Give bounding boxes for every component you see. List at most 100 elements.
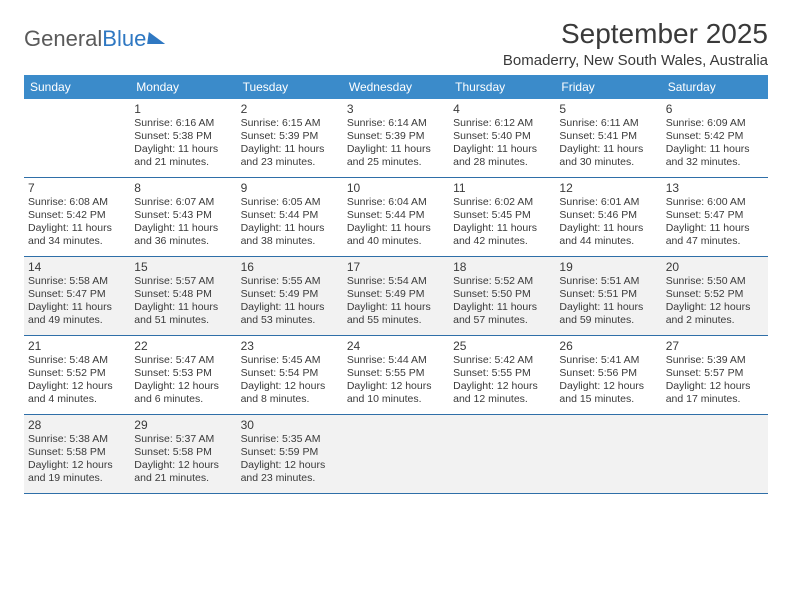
day-info: Sunrise: 5:42 AMSunset: 5:55 PMDaylight:… xyxy=(453,354,551,407)
day-info: Sunrise: 6:11 AMSunset: 5:41 PMDaylight:… xyxy=(559,117,657,170)
logo-word1: General xyxy=(24,26,102,52)
day-info: Sunrise: 5:39 AMSunset: 5:57 PMDaylight:… xyxy=(666,354,764,407)
day-info: Sunrise: 5:55 AMSunset: 5:49 PMDaylight:… xyxy=(241,275,339,328)
day-cell xyxy=(449,415,555,493)
day-number: 6 xyxy=(666,102,764,116)
day-cell: 4Sunrise: 6:12 AMSunset: 5:40 PMDaylight… xyxy=(449,99,555,177)
day-cell: 2Sunrise: 6:15 AMSunset: 5:39 PMDaylight… xyxy=(237,99,343,177)
day-number: 26 xyxy=(559,339,657,353)
day-cell: 18Sunrise: 5:52 AMSunset: 5:50 PMDayligh… xyxy=(449,257,555,335)
dow-cell: Tuesday xyxy=(237,75,343,99)
day-cell: 15Sunrise: 5:57 AMSunset: 5:48 PMDayligh… xyxy=(130,257,236,335)
day-info: Sunrise: 5:54 AMSunset: 5:49 PMDaylight:… xyxy=(347,275,445,328)
day-cell: 27Sunrise: 5:39 AMSunset: 5:57 PMDayligh… xyxy=(662,336,768,414)
week-row: 14Sunrise: 5:58 AMSunset: 5:47 PMDayligh… xyxy=(24,257,768,336)
day-info: Sunrise: 5:48 AMSunset: 5:52 PMDaylight:… xyxy=(28,354,126,407)
day-info: Sunrise: 6:09 AMSunset: 5:42 PMDaylight:… xyxy=(666,117,764,170)
day-number: 25 xyxy=(453,339,551,353)
day-cell: 20Sunrise: 5:50 AMSunset: 5:52 PMDayligh… xyxy=(662,257,768,335)
day-number: 7 xyxy=(28,181,126,195)
day-number: 18 xyxy=(453,260,551,274)
day-number: 12 xyxy=(559,181,657,195)
calendar-page: GeneralBlue September 2025 Bomaderry, Ne… xyxy=(0,0,792,494)
day-cell: 10Sunrise: 6:04 AMSunset: 5:44 PMDayligh… xyxy=(343,178,449,256)
day-cell: 3Sunrise: 6:14 AMSunset: 5:39 PMDaylight… xyxy=(343,99,449,177)
location: Bomaderry, New South Wales, Australia xyxy=(503,52,768,69)
month-title: September 2025 xyxy=(503,18,768,50)
day-number: 1 xyxy=(134,102,232,116)
day-number: 3 xyxy=(347,102,445,116)
week-row: 21Sunrise: 5:48 AMSunset: 5:52 PMDayligh… xyxy=(24,336,768,415)
day-info: Sunrise: 6:02 AMSunset: 5:45 PMDaylight:… xyxy=(453,196,551,249)
logo: GeneralBlue xyxy=(24,18,166,52)
day-number: 30 xyxy=(241,418,339,432)
day-number: 9 xyxy=(241,181,339,195)
day-cell: 11Sunrise: 6:02 AMSunset: 5:45 PMDayligh… xyxy=(449,178,555,256)
day-cell: 19Sunrise: 5:51 AMSunset: 5:51 PMDayligh… xyxy=(555,257,661,335)
day-number: 21 xyxy=(28,339,126,353)
day-info: Sunrise: 6:05 AMSunset: 5:44 PMDaylight:… xyxy=(241,196,339,249)
day-info: Sunrise: 6:01 AMSunset: 5:46 PMDaylight:… xyxy=(559,196,657,249)
day-info: Sunrise: 5:44 AMSunset: 5:55 PMDaylight:… xyxy=(347,354,445,407)
day-info: Sunrise: 5:57 AMSunset: 5:48 PMDaylight:… xyxy=(134,275,232,328)
calendar: SundayMondayTuesdayWednesdayThursdayFrid… xyxy=(24,75,768,494)
day-cell: 13Sunrise: 6:00 AMSunset: 5:47 PMDayligh… xyxy=(662,178,768,256)
day-cell: 25Sunrise: 5:42 AMSunset: 5:55 PMDayligh… xyxy=(449,336,555,414)
day-cell: 17Sunrise: 5:54 AMSunset: 5:49 PMDayligh… xyxy=(343,257,449,335)
day-cell xyxy=(662,415,768,493)
day-info: Sunrise: 6:16 AMSunset: 5:38 PMDaylight:… xyxy=(134,117,232,170)
day-cell: 1Sunrise: 6:16 AMSunset: 5:38 PMDaylight… xyxy=(130,99,236,177)
day-info: Sunrise: 6:14 AMSunset: 5:39 PMDaylight:… xyxy=(347,117,445,170)
day-number: 17 xyxy=(347,260,445,274)
dow-cell: Wednesday xyxy=(343,75,449,99)
day-number: 24 xyxy=(347,339,445,353)
day-info: Sunrise: 6:08 AMSunset: 5:42 PMDaylight:… xyxy=(28,196,126,249)
day-number: 10 xyxy=(347,181,445,195)
day-info: Sunrise: 5:47 AMSunset: 5:53 PMDaylight:… xyxy=(134,354,232,407)
day-info: Sunrise: 5:35 AMSunset: 5:59 PMDaylight:… xyxy=(241,433,339,486)
day-number: 5 xyxy=(559,102,657,116)
day-number: 28 xyxy=(28,418,126,432)
day-info: Sunrise: 5:58 AMSunset: 5:47 PMDaylight:… xyxy=(28,275,126,328)
day-cell: 29Sunrise: 5:37 AMSunset: 5:58 PMDayligh… xyxy=(130,415,236,493)
day-number: 16 xyxy=(241,260,339,274)
day-info: Sunrise: 5:50 AMSunset: 5:52 PMDaylight:… xyxy=(666,275,764,328)
day-cell: 30Sunrise: 5:35 AMSunset: 5:59 PMDayligh… xyxy=(237,415,343,493)
day-number: 15 xyxy=(134,260,232,274)
day-info: Sunrise: 5:52 AMSunset: 5:50 PMDaylight:… xyxy=(453,275,551,328)
day-info: Sunrise: 5:38 AMSunset: 5:58 PMDaylight:… xyxy=(28,433,126,486)
weeks-container: 1Sunrise: 6:16 AMSunset: 5:38 PMDaylight… xyxy=(24,99,768,494)
sail-icon xyxy=(147,32,167,44)
day-info: Sunrise: 6:00 AMSunset: 5:47 PMDaylight:… xyxy=(666,196,764,249)
day-cell xyxy=(343,415,449,493)
day-number: 29 xyxy=(134,418,232,432)
day-number: 2 xyxy=(241,102,339,116)
day-number: 22 xyxy=(134,339,232,353)
title-block: September 2025 Bomaderry, New South Wale… xyxy=(503,18,768,69)
logo-word2: Blue xyxy=(102,26,146,52)
day-info: Sunrise: 6:15 AMSunset: 5:39 PMDaylight:… xyxy=(241,117,339,170)
day-of-week-header: SundayMondayTuesdayWednesdayThursdayFrid… xyxy=(24,75,768,99)
dow-cell: Thursday xyxy=(449,75,555,99)
day-cell: 23Sunrise: 5:45 AMSunset: 5:54 PMDayligh… xyxy=(237,336,343,414)
day-cell: 8Sunrise: 6:07 AMSunset: 5:43 PMDaylight… xyxy=(130,178,236,256)
day-cell: 14Sunrise: 5:58 AMSunset: 5:47 PMDayligh… xyxy=(24,257,130,335)
day-number: 8 xyxy=(134,181,232,195)
day-cell xyxy=(24,99,130,177)
day-cell: 12Sunrise: 6:01 AMSunset: 5:46 PMDayligh… xyxy=(555,178,661,256)
dow-cell: Sunday xyxy=(24,75,130,99)
day-number: 4 xyxy=(453,102,551,116)
dow-cell: Friday xyxy=(555,75,661,99)
day-info: Sunrise: 5:51 AMSunset: 5:51 PMDaylight:… xyxy=(559,275,657,328)
day-info: Sunrise: 6:04 AMSunset: 5:44 PMDaylight:… xyxy=(347,196,445,249)
dow-cell: Monday xyxy=(130,75,236,99)
week-row: 28Sunrise: 5:38 AMSunset: 5:58 PMDayligh… xyxy=(24,415,768,494)
day-cell: 5Sunrise: 6:11 AMSunset: 5:41 PMDaylight… xyxy=(555,99,661,177)
day-cell: 22Sunrise: 5:47 AMSunset: 5:53 PMDayligh… xyxy=(130,336,236,414)
day-number: 11 xyxy=(453,181,551,195)
day-number: 20 xyxy=(666,260,764,274)
day-number: 19 xyxy=(559,260,657,274)
day-cell: 7Sunrise: 6:08 AMSunset: 5:42 PMDaylight… xyxy=(24,178,130,256)
day-info: Sunrise: 6:07 AMSunset: 5:43 PMDaylight:… xyxy=(134,196,232,249)
day-number: 13 xyxy=(666,181,764,195)
